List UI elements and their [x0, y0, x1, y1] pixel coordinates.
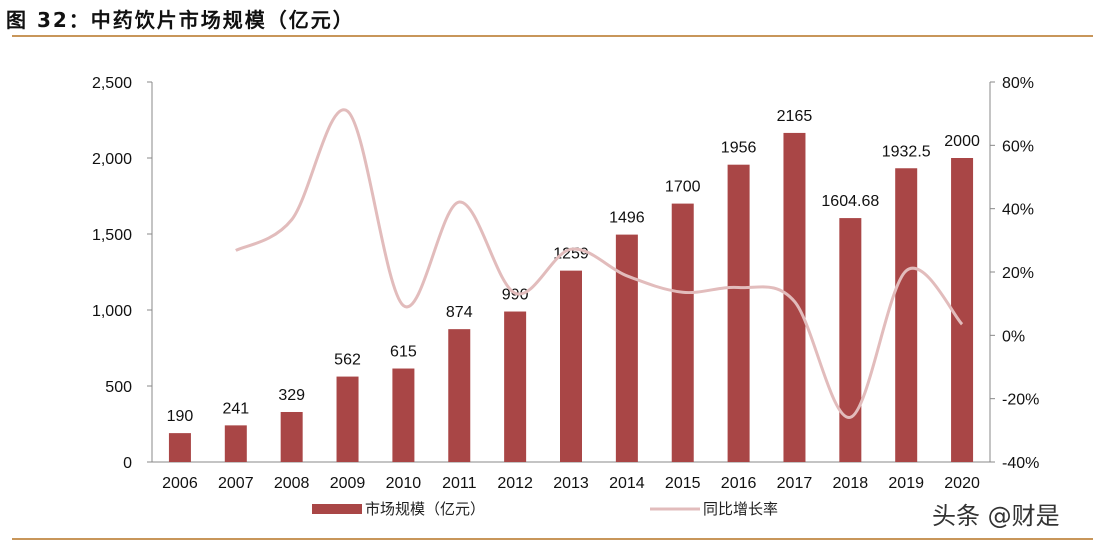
data-label: 562: [334, 352, 361, 369]
bar-2017: [783, 132, 806, 463]
bar-2016: [727, 164, 750, 463]
bar-2010: [392, 368, 415, 462]
bar-2006: [168, 433, 191, 462]
right-tick-label: 40%: [1002, 202, 1034, 219]
right-tick-label: 20%: [1002, 265, 1034, 282]
x-tick-label: 2019: [888, 475, 924, 492]
x-tick-label: 2007: [218, 475, 254, 492]
bar-2015: [671, 203, 694, 462]
x-tick-label: 2015: [665, 475, 701, 492]
x-tick-label: 2018: [833, 475, 869, 492]
data-label: 615: [390, 344, 417, 361]
left-tick-label: 1,500: [92, 227, 132, 244]
data-label: 1956: [721, 140, 757, 157]
x-tick-label: 2016: [721, 475, 757, 492]
x-tick-label: 2013: [553, 475, 589, 492]
bar-2011: [448, 329, 471, 462]
data-label: 241: [222, 400, 249, 417]
figure-title: 图 32：中药饮片市场规模（亿元）: [6, 8, 355, 32]
data-label: 1932.5: [882, 143, 931, 160]
data-label: 2165: [777, 108, 813, 125]
growth-line: [235, 108, 964, 419]
bar-2014: [615, 234, 638, 462]
data-label: 1700: [665, 179, 701, 196]
x-tick-label: 2017: [777, 475, 813, 492]
data-label: 990: [502, 287, 529, 304]
x-tick-label: 2006: [162, 475, 198, 492]
bar-2012: [504, 311, 527, 462]
bar-2018: [839, 218, 862, 462]
top-rule: [12, 35, 1093, 37]
bottom-rule: [12, 538, 1093, 540]
right-tick-label: -20%: [1002, 392, 1039, 409]
x-tick-label: 2009: [330, 475, 366, 492]
data-label: 1496: [609, 210, 645, 227]
data-label: 2000: [944, 133, 980, 150]
watermark: 头条 @财是: [932, 502, 1060, 530]
data-label: 1604.68: [821, 193, 879, 210]
right-tick-label: 60%: [1002, 138, 1034, 155]
bar-2008: [280, 411, 303, 462]
data-label: 874: [446, 304, 473, 321]
x-tick-label: 2014: [609, 475, 645, 492]
x-tick-label: 2008: [274, 475, 310, 492]
bar-2020: [951, 158, 974, 462]
x-tick-label: 2020: [944, 475, 980, 492]
x-tick-label: 2011: [442, 475, 477, 492]
left-tick-label: 500: [105, 379, 132, 396]
left-tick-label: 1,000: [92, 303, 132, 320]
bar-2009: [336, 376, 359, 462]
right-tick-label: -40%: [1002, 455, 1039, 472]
left-tick-label: 2,000: [92, 151, 132, 168]
left-tick-label: 2,500: [92, 75, 132, 92]
data-label: 190: [167, 408, 194, 425]
right-tick-label: 80%: [1002, 75, 1034, 92]
legend-bar-swatch: [312, 504, 362, 514]
bar-2007: [224, 425, 247, 462]
legend-line-label: 同比增长率: [703, 501, 778, 518]
left-tick-label: 0: [123, 455, 132, 472]
data-label: 329: [278, 387, 305, 404]
bar-2013: [560, 270, 582, 462]
x-tick-label: 2012: [497, 475, 533, 492]
bar-2019: [895, 168, 918, 462]
legend-bar-label: 市场规模（亿元）: [365, 501, 485, 518]
right-tick-label: 0%: [1002, 328, 1025, 345]
x-tick-label: 2010: [386, 475, 422, 492]
